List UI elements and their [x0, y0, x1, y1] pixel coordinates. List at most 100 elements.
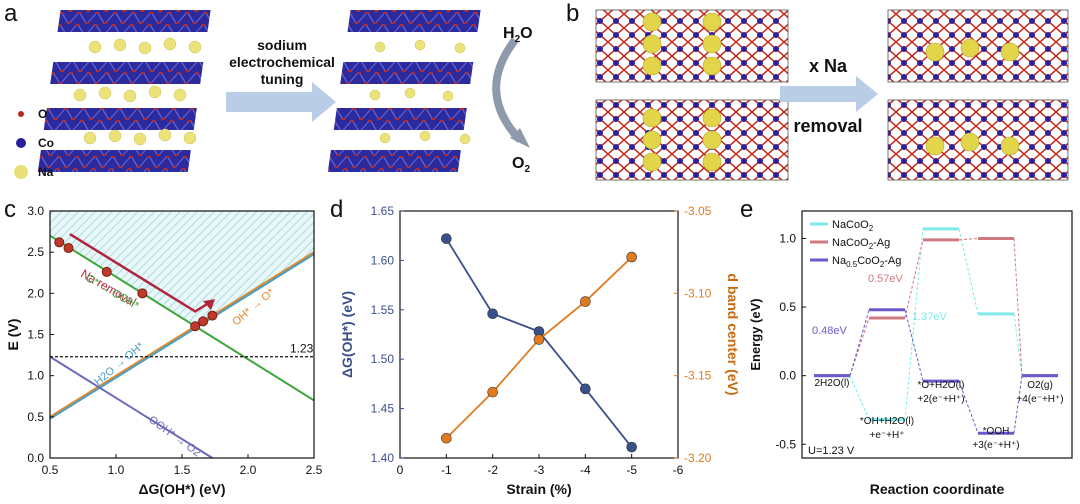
- chart-e: -0.5 0.0 0.5 1.0 NaCoO2 NaCoO2-Ag Na0.5CoO2-Ag…: [748, 210, 1073, 497]
- xticklabel-c-1: 1.0: [108, 463, 125, 477]
- step-sub-e-3: +3(e⁻+H⁺): [972, 440, 1019, 451]
- xticklabel-d-2: -2: [487, 463, 498, 477]
- legend-text-e-2: Na0.5CoO2-Ag: [832, 255, 901, 269]
- point-d-0-1: [487, 308, 498, 320]
- point-d-1-4: [626, 251, 637, 263]
- yticklabel-e-1: 0.0: [779, 369, 796, 383]
- point-c-2: [101, 266, 112, 277]
- yticklabelr-d-3: -3.05: [684, 204, 712, 218]
- hatched-region: [50, 211, 314, 327]
- yticklabel-c-0: 0.0: [27, 451, 44, 465]
- conn-e-2-1: [904, 309, 924, 382]
- point-d-1-1: [487, 386, 498, 398]
- yticklabel-c-3: 1.5: [27, 328, 44, 342]
- point-d-0-3: [580, 383, 591, 395]
- svg-text:O2: O2: [512, 155, 530, 175]
- step-label-e-2: *O+H2O(l): [918, 380, 965, 391]
- conn-e-2-2: [958, 380, 979, 434]
- legend-o: O: [38, 107, 47, 121]
- point-c-4: [190, 321, 201, 332]
- ylabel-right-d: d band center (eV): [725, 273, 740, 395]
- legend-text-e-1: NaCoO2-Ag: [832, 237, 890, 251]
- point-d-1-0: [441, 432, 452, 444]
- crystal-left: [37, 10, 211, 172]
- xticklabel-d-6: -6: [673, 463, 684, 477]
- svg-text:sodium: sodium: [257, 37, 307, 53]
- xticklabel-c-0: 0.5: [42, 463, 59, 477]
- yticklabelr-d-0: -3.20: [684, 451, 712, 465]
- ylabel-d: ΔG(OH*) (eV): [339, 291, 355, 378]
- conn-e-0-0: [849, 375, 870, 420]
- line-c-2: [49, 253, 315, 420]
- point-d-0-0: [441, 233, 452, 244]
- panel-a-figure: O Co Na sodium electrochemical tuning H2…: [14, 10, 533, 179]
- crystal-right: [327, 10, 481, 172]
- na-removal-arrow: [69, 232, 211, 313]
- yticklabel-c-5: 2.5: [27, 245, 44, 259]
- legend-co: Co: [38, 136, 54, 150]
- step-label-e-1: *OH+H2O(l): [860, 416, 914, 427]
- yticklabel-d-5: 1.65: [371, 204, 395, 218]
- point-c-3: [137, 288, 148, 299]
- xticklabel-d-5: -5: [626, 463, 637, 477]
- xlabel-d: Strain (%): [506, 481, 571, 497]
- yticklabel-c-6: 3.0: [27, 204, 44, 218]
- slab-right: [887, 9, 1069, 181]
- line-c-0: [49, 234, 315, 402]
- yticklabel-d-4: 1.60: [371, 253, 395, 267]
- conn-e-1-1: [904, 239, 924, 319]
- conn-e-0-3: [1013, 313, 1023, 376]
- yticklabelr-d-1: -3.15: [684, 369, 712, 383]
- panel-label-a: a: [4, 0, 18, 27]
- panel-label-e: e: [740, 196, 754, 223]
- yticklabel-c-4: 2.0: [27, 286, 44, 300]
- annot-057: 0.57eV: [868, 273, 904, 285]
- xticklabel-c-2: 1.5: [174, 463, 191, 477]
- yticklabel-e-3: 1.0: [779, 231, 796, 245]
- ylabel-c: E (V): [5, 319, 21, 351]
- conn-e-2-0: [849, 309, 870, 376]
- oer-curved-arrow: [492, 37, 523, 143]
- legend-na: Na: [38, 165, 54, 179]
- svg-text:removal: removal: [793, 116, 862, 136]
- xlabel-e: Reaction coordinate: [870, 481, 1005, 497]
- panel-b-figure: x Na removal: [595, 9, 1069, 181]
- yticklabel-d-2: 1.50: [371, 352, 395, 366]
- point-c-5: [198, 316, 209, 327]
- slab-left: [595, 9, 789, 181]
- svg-text:electrochemical: electrochemical: [229, 54, 335, 70]
- chart-d: 0 -1 -2 -3 -4 -5 -6 1.40 1.45 1.50 1.55 1.60 1.65 -3.…: [339, 204, 740, 497]
- step-sub-e-1: +e⁻+H⁺: [869, 430, 904, 441]
- step-sub-e-4: +4(e⁻+H⁺): [1016, 394, 1063, 405]
- yticklabel-d-1: 1.45: [371, 402, 395, 416]
- panel-label-d: d: [330, 196, 344, 223]
- point-d-1-3: [580, 296, 591, 307]
- step-label-e-4: O2(g): [1027, 380, 1053, 391]
- yticklabel-d-3: 1.55: [371, 303, 395, 317]
- point-c-6: [207, 310, 218, 321]
- conn-e-1-2: [958, 237, 979, 241]
- point-d-1-2: [533, 334, 545, 345]
- xticklabel-c-3: 2.0: [240, 463, 257, 477]
- panel-label-c: c: [4, 196, 16, 223]
- annot-048: 0.48eV: [812, 325, 848, 337]
- line-c-3: [49, 355, 213, 459]
- step-label-e-0: 2H2O(l): [814, 378, 849, 389]
- step-label-e-3: *OOH: [983, 426, 1010, 437]
- yticklabel-d-0: 1.40: [371, 451, 395, 465]
- yticklabel-c-2: 1.0: [27, 369, 44, 383]
- tuning-arrow: sodium electrochemical tuning: [226, 37, 336, 122]
- yticklabel-e-2: 0.5: [779, 300, 796, 314]
- conn-e-0-1: [904, 228, 924, 420]
- point-c-1: [63, 243, 74, 254]
- svg-text:x Na: x Na: [809, 56, 848, 76]
- ylabel-e: Energy (eV): [748, 298, 763, 370]
- hline-label: 1.23: [290, 342, 314, 356]
- xlabel-c: ΔG(OH*) (eV): [138, 481, 225, 497]
- point-c-0: [54, 237, 65, 248]
- panel-label-b: b: [566, 0, 580, 27]
- line-c-1: [49, 251, 315, 418]
- conn-e-1-0: [849, 317, 870, 376]
- xticklabel-d-1: -1: [441, 463, 452, 477]
- step-sub-e-2: +2(e⁻+H⁺): [917, 394, 964, 405]
